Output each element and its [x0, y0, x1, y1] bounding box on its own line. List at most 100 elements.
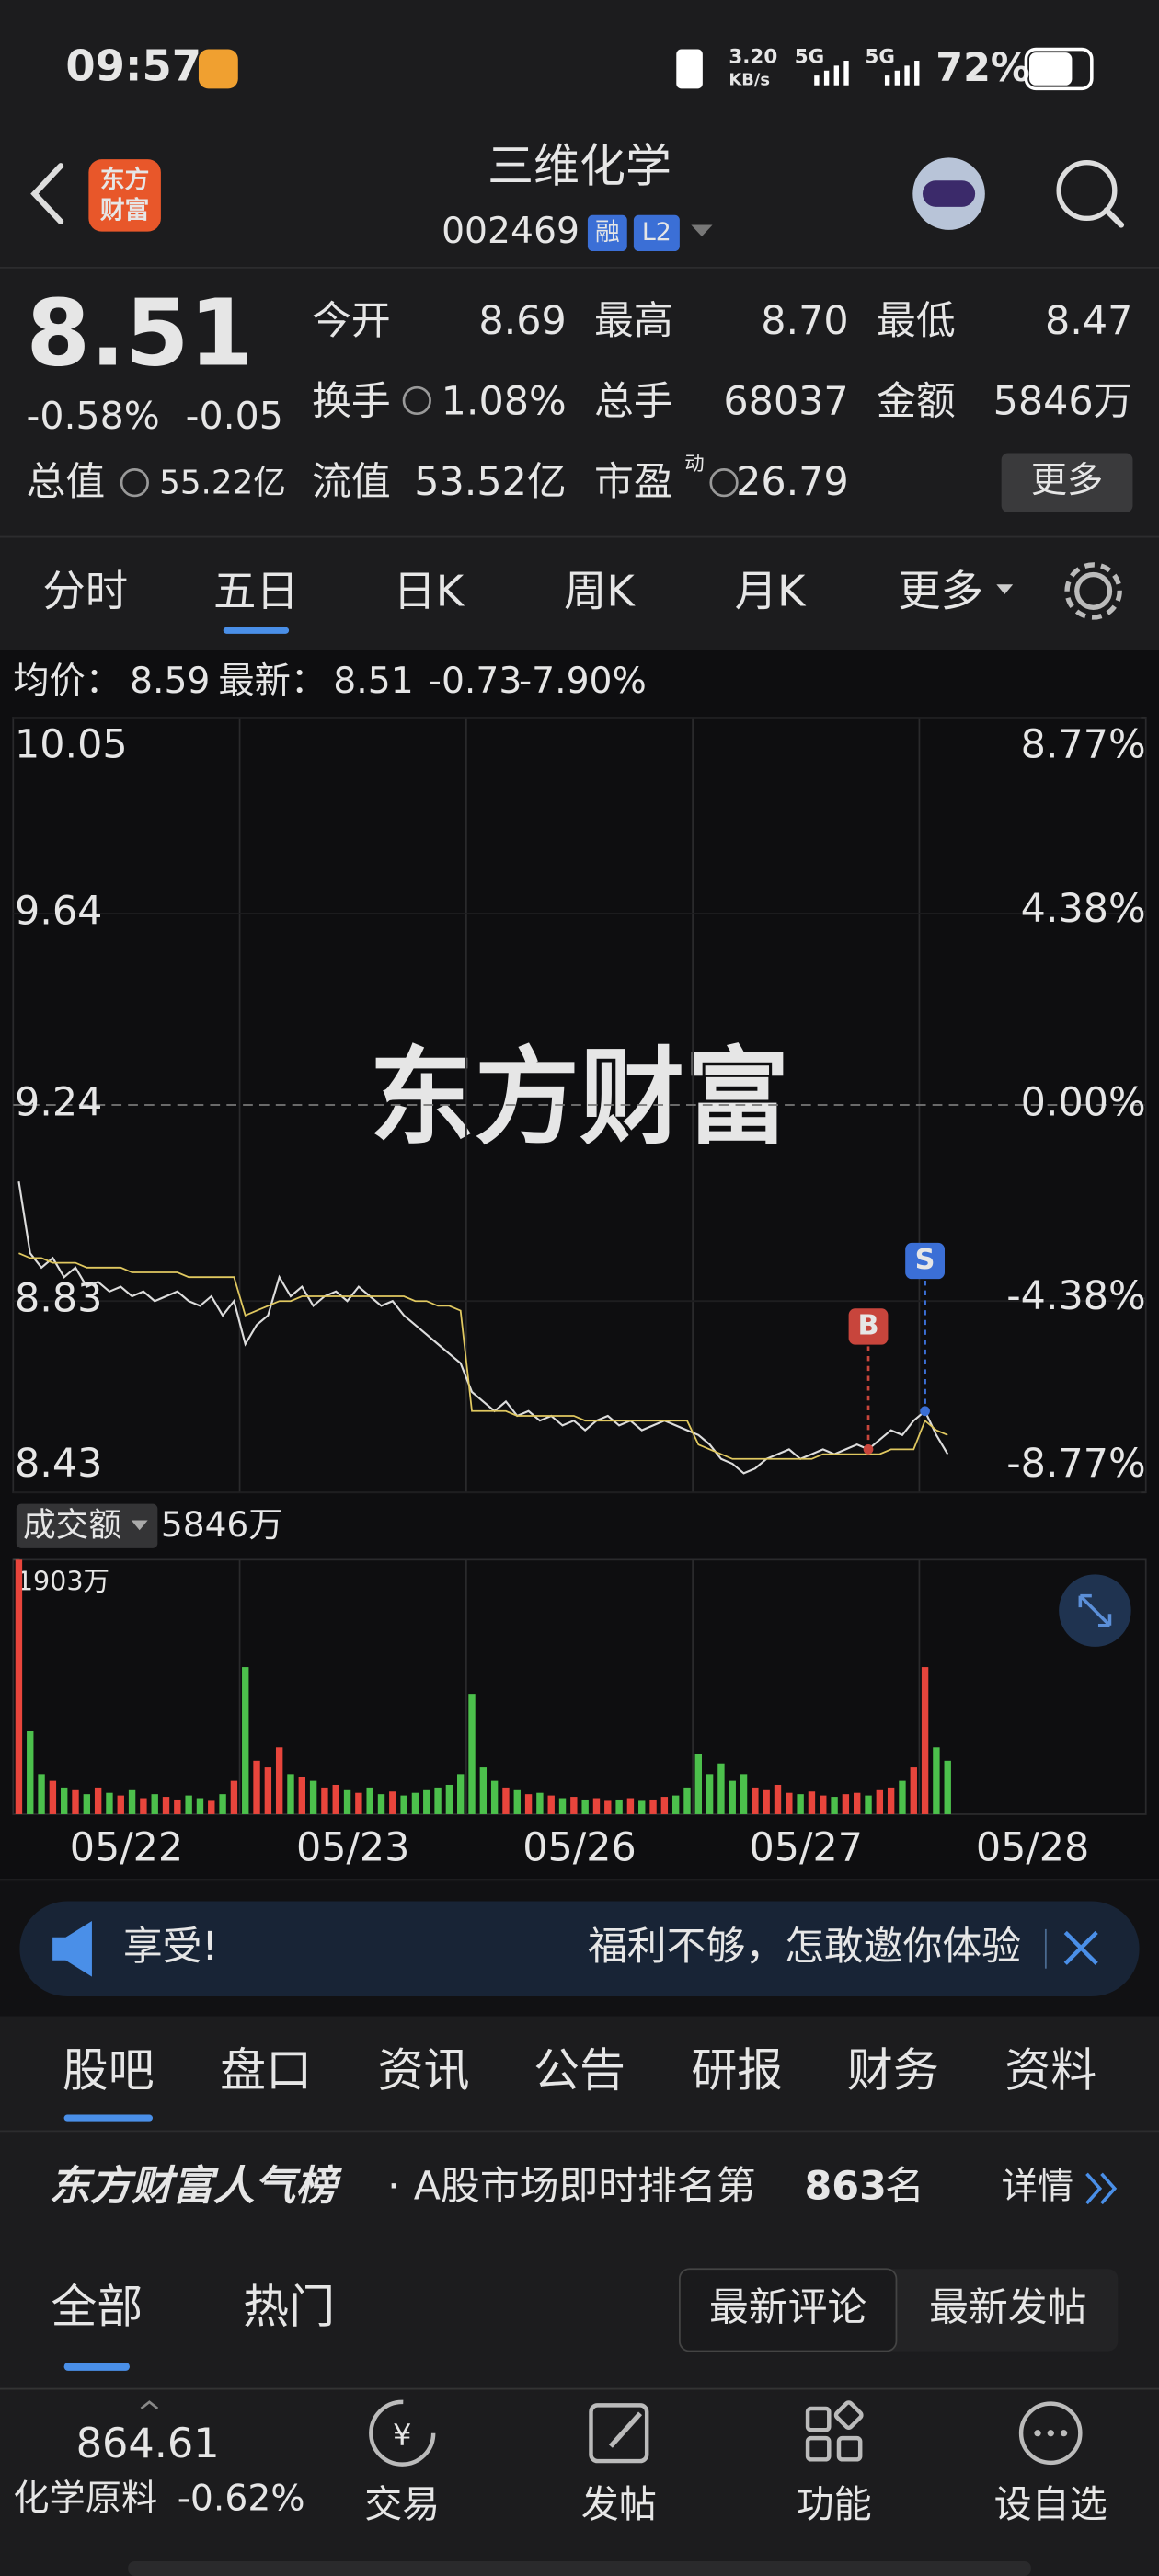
section-tab[interactable]: 资讯: [377, 2043, 469, 2097]
price: 8.51: [27, 280, 254, 387]
index-value[interactable]: 864.61: [76, 2420, 220, 2467]
volume-total: 5846万: [161, 1504, 283, 1545]
more-button-text[interactable]: 更多: [1031, 460, 1104, 501]
period-tab[interactable]: 更多: [898, 567, 983, 616]
sort-button[interactable]: 最新发帖: [929, 2284, 1086, 2330]
volume-bar: [140, 1798, 147, 1814]
section-tab[interactable]: 财务: [847, 2043, 939, 2097]
latest-label: 最新：: [218, 661, 327, 702]
logo: [88, 159, 161, 232]
sub-tab[interactable]: 热门: [243, 2280, 335, 2333]
avg-value: 8.59: [130, 661, 210, 702]
volume-bar: [513, 1789, 521, 1814]
price-chart: 10.05 9.64 9.24 8.83 8.43 8.77% 4.38% 0.00% -4.3…: [12, 716, 1147, 1494]
app-icon: [198, 49, 238, 89]
period-tab[interactable]: 五日: [213, 567, 299, 616]
volume-selector[interactable]: [16, 1503, 158, 1548]
y2-tick-label: 0.00%: [1021, 1080, 1146, 1126]
volume-bar: [196, 1798, 204, 1814]
battery-icon: [1024, 47, 1094, 91]
badge-text: L2: [642, 218, 671, 247]
more-button[interactable]: [1001, 453, 1133, 512]
latest-change-pct: -7.90%: [519, 661, 647, 702]
volume-bar: [230, 1780, 238, 1814]
chart-background: [0, 650, 1159, 1882]
rank-number: 863: [805, 2163, 887, 2209]
period-tab[interactable]: 日K: [393, 567, 465, 616]
avg-label: 均价：: [13, 661, 121, 702]
y-tick-label: 10.05: [15, 721, 128, 767]
volume-bar: [490, 1780, 499, 1814]
info-icon[interactable]: [120, 468, 149, 498]
home-indicator: [128, 2560, 1031, 2576]
sort-button[interactable]: 最新评论: [709, 2284, 866, 2330]
banner-text[interactable]: 享受!: [123, 1924, 218, 1970]
volume-bar: [921, 1667, 929, 1814]
price-line: [18, 1252, 948, 1460]
rank-suffix: 名: [885, 2163, 924, 2209]
stat-label: 最低: [877, 298, 956, 344]
index-name[interactable]: 化学原料: [13, 2478, 157, 2519]
sub-tab[interactable]: 全部: [51, 2280, 143, 2333]
nav-label[interactable]: 功能: [797, 2482, 872, 2526]
volume-bar: [27, 1731, 34, 1814]
section-tab[interactable]: 公告: [534, 2043, 625, 2097]
section-tab[interactable]: 盘口: [220, 2043, 312, 2097]
info-icon[interactable]: [402, 385, 431, 416]
volume-frame: [12, 1558, 1147, 1815]
trade-badge-text: B: [857, 1309, 878, 1341]
volume-bar: [174, 1799, 181, 1814]
volume-bar: [83, 1794, 91, 1814]
volume-bar: [445, 1784, 453, 1814]
volume-bar: [411, 1792, 419, 1814]
info-icon[interactable]: [709, 468, 739, 498]
volume-title[interactable]: 成交额: [23, 1507, 121, 1545]
volume-bar: [774, 1784, 782, 1814]
volume-bar: [842, 1794, 850, 1814]
function-icon: [805, 2435, 832, 2462]
banner-text[interactable]: 福利不够，怎敢邀你体验: [588, 1924, 1021, 1970]
period-tab[interactable]: 分时: [42, 567, 128, 616]
volume-bar: [72, 1789, 79, 1814]
volume-chart: 1903万 05/22 05/23 05/26 05/27 05/28: [12, 1558, 1147, 1871]
stat-label: 总手: [594, 379, 673, 425]
stat-value: 26.79: [736, 459, 849, 505]
volume-bar: [400, 1795, 407, 1814]
net-speed-unit: KB/s: [729, 70, 770, 89]
section-tab[interactable]: 资料: [1004, 2043, 1096, 2097]
volume-bar: [797, 1794, 804, 1814]
bottom-nav: 交易 发帖 功能 设自选: [364, 2482, 1107, 2526]
settings-icon[interactable]: [1074, 571, 1113, 610]
banner[interactable]: [19, 1901, 1140, 1997]
nav-label[interactable]: 设自选: [994, 2482, 1107, 2526]
volume-bar: [671, 1795, 680, 1814]
x-tick-label: 05/28: [976, 1825, 1089, 1871]
function-icon: [833, 2400, 864, 2431]
volume-bar: [604, 1800, 612, 1814]
section-tab[interactable]: 股吧: [63, 2043, 155, 2097]
search-icon[interactable]: [1056, 159, 1118, 222]
stat-value: 8.70: [761, 298, 848, 344]
status-time: 09:57: [65, 40, 201, 90]
tab-indicator: [63, 2114, 153, 2122]
volume-bar: [786, 1792, 793, 1814]
volume-bar: [332, 1784, 339, 1814]
comment-switch-active[interactable]: [678, 2268, 898, 2352]
trade-point: [920, 1406, 930, 1417]
volume-bar: [366, 1787, 373, 1814]
period-tab[interactable]: 周K: [564, 567, 636, 616]
latest-change: -0.73: [429, 661, 522, 702]
rank-detail[interactable]: 详情: [1002, 2166, 1074, 2207]
nav-label[interactable]: 交易: [364, 2482, 440, 2526]
index-change[interactable]: -0.62%: [178, 2478, 305, 2519]
nav-label[interactable]: 发帖: [581, 2482, 657, 2526]
section-tab[interactable]: 研报: [691, 2043, 783, 2097]
back-button[interactable]: [30, 163, 64, 225]
y2-tick-label: -8.77%: [1006, 1441, 1146, 1487]
dropdown-icon[interactable]: [691, 224, 713, 236]
close-button[interactable]: [1063, 1930, 1098, 1965]
volume-bar: [536, 1792, 544, 1814]
change-pct: -0.58%: [27, 394, 160, 438]
period-tab[interactable]: 月K: [735, 567, 807, 616]
